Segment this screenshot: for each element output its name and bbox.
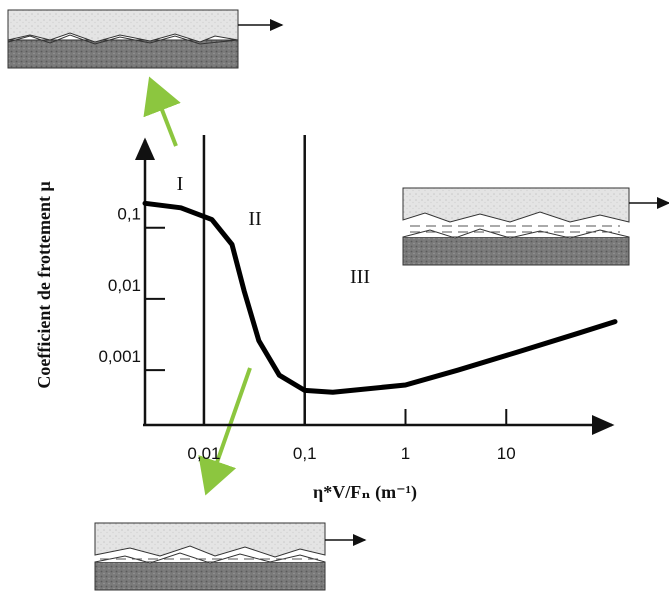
- x-tick-label: 1: [401, 444, 410, 463]
- x-tick-label: 10: [497, 444, 516, 463]
- sketch-hydrodynamic: [402, 187, 669, 266]
- sketch-boundary: [7, 9, 284, 69]
- x-axis-label: η*V/Fₙ (m⁻¹): [313, 482, 417, 503]
- y-tick-label: 0,1: [117, 205, 141, 224]
- x-tick-label: 0,01: [187, 444, 220, 463]
- y-axis-label: Coefficient de frottement μ: [34, 181, 54, 388]
- region-label: I: [177, 173, 184, 195]
- region-label: II: [248, 208, 261, 230]
- pointer-arrow: [198, 367, 252, 496]
- x-tick-label: 0,1: [293, 444, 317, 463]
- y-tick-label: 0,01: [108, 276, 141, 295]
- pointer-arrow: [143, 76, 181, 147]
- y-tick-label: 0,001: [98, 347, 141, 366]
- sketch-mixed: [94, 522, 367, 591]
- region-label: III: [350, 266, 370, 288]
- friction-curve: [142, 200, 618, 395]
